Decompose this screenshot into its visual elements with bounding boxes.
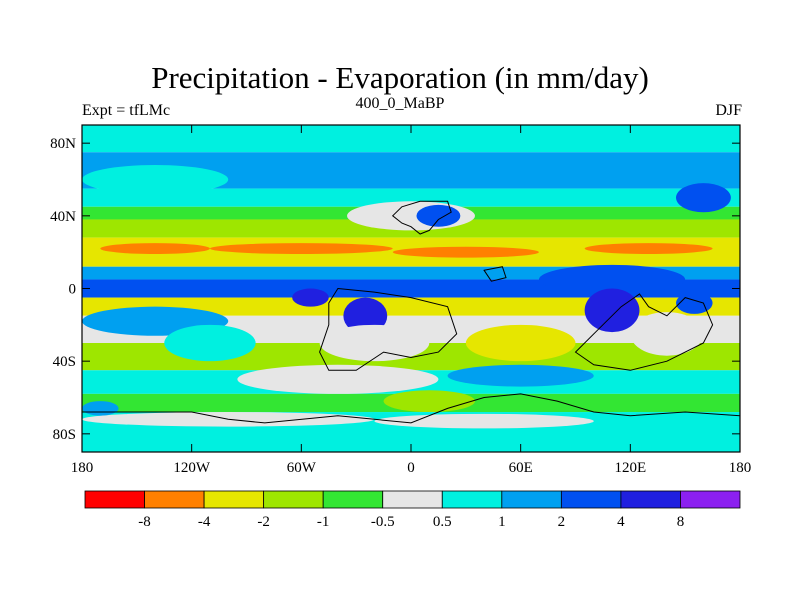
land-outline-central-landmass: [319, 287, 458, 371]
x-tick-label-0: 180: [71, 460, 94, 476]
zonal-band-2: [82, 188, 740, 207]
zonal-band-8: [82, 297, 740, 316]
field-anomaly-7: [584, 243, 713, 254]
field-anomaly-4: [100, 243, 210, 254]
colorbar-label-4: -0.5: [371, 514, 395, 530]
colorbar-swatch-6: [441, 490, 503, 509]
colorbar-swatch-9: [620, 490, 681, 509]
colorbar-swatch-2: [203, 490, 265, 509]
colorbar-label-0: -8: [138, 514, 151, 530]
chart-subtitle: 400_0_MaBP: [355, 95, 445, 112]
experiment-label: Expt = tfLMc: [82, 102, 171, 119]
y-tick-label-1: 40N: [50, 209, 76, 225]
field-anomaly-16: [465, 324, 576, 362]
colorbar-label-3: -1: [317, 514, 330, 530]
plot-area: [82, 125, 740, 452]
field-anomaly-22: [374, 413, 594, 429]
x-tick-label-5: 120E: [614, 460, 646, 476]
field-anomaly-5: [209, 243, 393, 254]
colorbar-swatch-4: [322, 490, 384, 509]
season-label: DJF: [715, 102, 742, 119]
field-anomaly-11: [584, 288, 640, 333]
field-anomaly-18: [237, 364, 439, 394]
field-anomaly-10: [343, 297, 388, 334]
y-tick-label-2: 0: [69, 282, 77, 298]
field-anomaly-0: [82, 164, 229, 195]
y-tick-label-4: 80S: [53, 427, 76, 443]
colorbar-label-6: 1: [498, 514, 506, 530]
colorbar-swatch-0: [84, 490, 145, 509]
colorbar-swatch-8: [560, 490, 622, 509]
y-tick-label-3: 40S: [53, 354, 76, 370]
land-outline-small-island-north: [483, 266, 507, 282]
colorbar-label-7: 2: [558, 514, 566, 530]
colorbar-swatch-1: [144, 490, 205, 509]
x-tick-label-2: 60W: [287, 460, 317, 476]
land-outline-southern-continent: [82, 393, 740, 452]
field-anomaly-14: [164, 324, 256, 362]
colorbar-label-8: 4: [617, 514, 625, 530]
field-anomaly-8: [538, 264, 686, 294]
field-anomaly-23: [82, 401, 119, 416]
field-anomaly-15: [319, 324, 430, 362]
field-anomaly-19: [447, 364, 594, 387]
field-anomaly-3: [416, 204, 461, 227]
colorbar-label-5: 0.5: [433, 514, 452, 530]
field-anomaly-9: [292, 288, 329, 307]
x-tick-label-3: 0: [407, 460, 415, 476]
field-anomaly-17: [630, 312, 704, 356]
field-anomaly-20: [383, 390, 475, 413]
colorbar-swatch-3: [263, 490, 324, 509]
colorbar-swatch-10: [680, 490, 741, 509]
colorbar-label-1: -4: [198, 514, 211, 530]
land-outline-east-landmass: [574, 293, 714, 371]
x-tick-label-1: 120W: [173, 460, 211, 476]
land-outline-north-continent: [391, 200, 452, 235]
field-anomaly-6: [392, 246, 539, 258]
chart-title: Precipitation - Evaporation (in mm/day): [151, 60, 649, 95]
colorbar-swatch-5: [382, 490, 443, 509]
x-tick-label-6: 180: [729, 460, 752, 476]
y-tick-label-0: 80N: [50, 136, 76, 152]
colorbar-label-2: -2: [257, 514, 270, 530]
colorbar-swatch-7: [501, 490, 562, 509]
field-anomaly-1: [676, 183, 731, 213]
x-tick-label-4: 60E: [509, 460, 533, 476]
colorbar-label-9: 8: [677, 514, 685, 530]
